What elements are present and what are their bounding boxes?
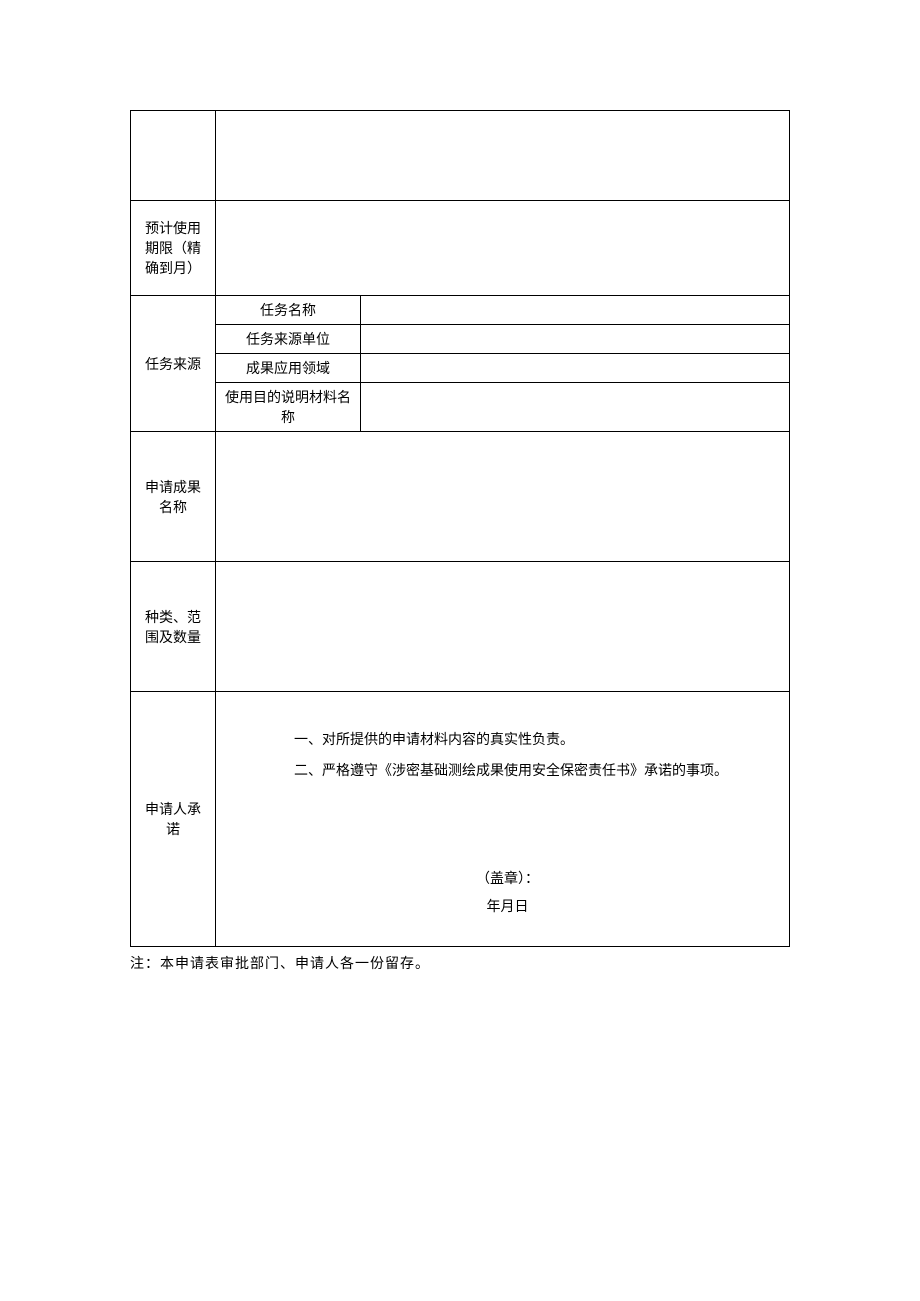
table-row: 任务来源单位 bbox=[131, 325, 790, 354]
commit-line-2: 二、严格遵守《涉密基础测绘成果使用安全保密责任书》承诺的事项。 bbox=[294, 757, 761, 788]
date-label: 年月日 bbox=[294, 894, 721, 922]
material-label: 使用目的说明材料名称 bbox=[216, 383, 361, 432]
task-name-value bbox=[361, 296, 790, 325]
commit-line-1: 一、对所提供的申请材料内容的真实性负责。 bbox=[294, 726, 761, 757]
apply-result-value bbox=[216, 432, 790, 562]
table-row: 任务来源 任务名称 bbox=[131, 296, 790, 325]
application-form-table: 预计使用期限（精确到月） 任务来源 任务名称 任务来源单位 成果应用领域 使用目… bbox=[130, 110, 790, 947]
commit-lines: 一、对所提供的申请材料内容的真实性负责。 二、严格遵守《涉密基础测绘成果使用安全… bbox=[294, 726, 761, 788]
field-label: 成果应用领域 bbox=[216, 354, 361, 383]
row1-label bbox=[131, 111, 216, 201]
commit-cell: 一、对所提供的申请材料内容的真实性负责。 二、严格遵守《涉密基础测绘成果使用安全… bbox=[216, 692, 790, 947]
row1-value bbox=[216, 111, 790, 201]
period-value bbox=[216, 201, 790, 296]
scope-value bbox=[216, 562, 790, 692]
commit-inner: 一、对所提供的申请材料内容的真实性负责。 二、严格遵守《涉密基础测绘成果使用安全… bbox=[224, 696, 781, 942]
field-value bbox=[361, 354, 790, 383]
scope-label: 种类、范围及数量 bbox=[131, 562, 216, 692]
task-unit-label: 任务来源单位 bbox=[216, 325, 361, 354]
seal-label: （盖章）： bbox=[294, 866, 721, 894]
task-unit-value bbox=[361, 325, 790, 354]
table-row: 成果应用领域 bbox=[131, 354, 790, 383]
material-value bbox=[361, 383, 790, 432]
table-row: 使用目的说明材料名称 bbox=[131, 383, 790, 432]
task-name-label: 任务名称 bbox=[216, 296, 361, 325]
footer-note: 注：本申请表审批部门、申请人各一份留存。 bbox=[130, 953, 790, 973]
seal-block: （盖章）： 年月日 bbox=[294, 866, 761, 932]
table-row: 预计使用期限（精确到月） bbox=[131, 201, 790, 296]
period-label: 预计使用期限（精确到月） bbox=[131, 201, 216, 296]
table-row: 种类、范围及数量 bbox=[131, 562, 790, 692]
apply-result-label: 申请成果名称 bbox=[131, 432, 216, 562]
table-row bbox=[131, 111, 790, 201]
table-row: 申请人承诺 一、对所提供的申请材料内容的真实性负责。 二、严格遵守《涉密基础测绘… bbox=[131, 692, 790, 947]
commit-label: 申请人承诺 bbox=[131, 692, 216, 947]
source-label: 任务来源 bbox=[131, 296, 216, 432]
table-row: 申请成果名称 bbox=[131, 432, 790, 562]
